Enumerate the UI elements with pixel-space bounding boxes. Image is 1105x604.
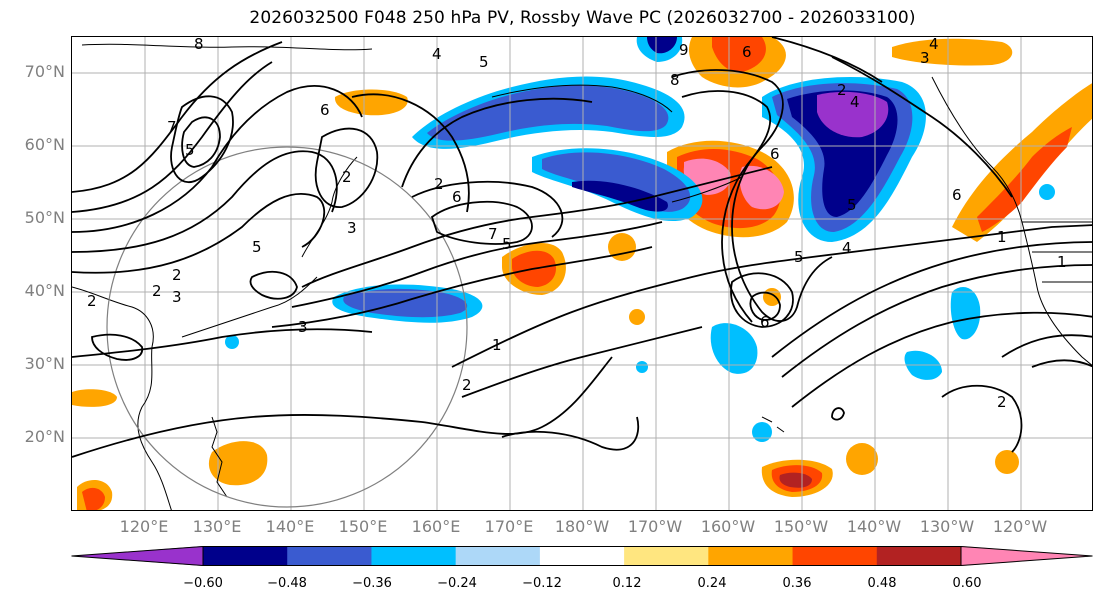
contour-label: 6 xyxy=(770,145,780,163)
contour-label: 2 xyxy=(997,393,1007,411)
lon-label-120e: 120°E xyxy=(119,517,169,536)
contour-label: 2 xyxy=(837,81,847,99)
contour-label: 6 xyxy=(320,101,330,119)
lon-label-160w: 160°W xyxy=(700,517,756,536)
contour-label: 8 xyxy=(194,37,204,53)
contour-label: 2 xyxy=(172,266,182,284)
contour-label: 2 xyxy=(462,376,472,394)
colorbar-segment xyxy=(708,546,794,566)
lat-label-20: 20°N xyxy=(24,427,65,446)
contour-label: 4 xyxy=(929,37,939,53)
contour-label-group: 8 4 5 7 6 2 5 3 2 2 2 3 3 6 2 7 5 1 2 9 … xyxy=(87,37,1067,411)
contour-label: 5 xyxy=(185,141,195,159)
contour-label: 2 xyxy=(434,175,444,193)
lon-label-150w: 150°W xyxy=(773,517,829,536)
contour-label: 3 xyxy=(920,49,930,67)
contour-label: 5 xyxy=(479,53,489,71)
lon-label-120w: 120°W xyxy=(992,517,1048,536)
lon-label-180w: 180°W xyxy=(554,517,610,536)
colorbar-segment xyxy=(287,546,372,566)
map-title: 2026032500 F048 250 hPa PV, Rossby Wave … xyxy=(249,8,916,28)
coastlines xyxy=(72,43,1092,510)
lon-label-130w: 130°W xyxy=(919,517,975,536)
lon-label-170w: 170°W xyxy=(627,517,683,536)
contour-label: 3 xyxy=(172,288,182,306)
lon-label-140w: 140°W xyxy=(846,517,902,536)
map-canvas: 8 4 5 7 6 2 5 3 2 2 2 3 3 6 2 7 5 1 2 9 … xyxy=(72,37,1092,510)
contour-label: 6 xyxy=(952,186,962,204)
lon-label-150e: 150°E xyxy=(338,517,388,536)
colorbar-label: 0.60 xyxy=(952,576,982,591)
contour-label: 6 xyxy=(760,313,770,331)
gridlines xyxy=(72,37,1092,510)
colorbar-segment xyxy=(539,546,625,566)
contour-label: 8 xyxy=(670,71,680,89)
lat-label-60: 60°N xyxy=(24,135,65,154)
contour-label: 3 xyxy=(347,219,357,237)
contour-label: 5 xyxy=(847,196,857,214)
lat-label-50: 50°N xyxy=(24,208,65,227)
contour-label: 5 xyxy=(794,248,804,266)
contour-label: 4 xyxy=(850,93,860,111)
contour-label: 2 xyxy=(342,168,352,186)
radius-circle xyxy=(106,146,468,508)
colorbar-segment xyxy=(624,546,709,566)
colorbar-segment xyxy=(961,546,1093,566)
contour-label: 1 xyxy=(492,336,502,354)
contour-label: 5 xyxy=(502,235,512,253)
contour-label: 5 xyxy=(252,238,262,256)
map-panel[interactable]: 8 4 5 7 6 2 5 3 2 2 2 3 3 6 2 7 5 1 2 9 … xyxy=(71,36,1093,511)
colorbar-segment xyxy=(876,546,962,566)
contour-label: 2 xyxy=(152,282,162,300)
colorbar xyxy=(71,546,1093,566)
colorbar-label: −0.48 xyxy=(267,576,307,591)
contour-label: 9 xyxy=(679,41,689,59)
colorbar-segment xyxy=(203,546,288,566)
lon-label-170e: 170°E xyxy=(484,517,534,536)
colorbar-label: −0.36 xyxy=(352,576,392,591)
contour-label: 2 xyxy=(87,292,97,310)
colorbar-label: −0.60 xyxy=(183,576,223,591)
colorbar-segment xyxy=(455,546,541,566)
colorbar-label: 0.24 xyxy=(697,576,727,591)
lat-label-30: 30°N xyxy=(24,354,65,373)
lon-label-130e: 130°E xyxy=(192,517,242,536)
colorbar-label: 0.36 xyxy=(782,576,812,591)
contour-label: 3 xyxy=(298,318,308,336)
pv-contours xyxy=(72,37,1092,458)
colorbar-segment xyxy=(792,546,878,566)
contour-label: 1 xyxy=(1057,253,1067,271)
colorbar-label: −0.24 xyxy=(437,576,477,591)
colorbar-label: 0.12 xyxy=(612,576,642,591)
colorbar-outline xyxy=(202,546,962,566)
lon-label-140e: 140°E xyxy=(265,517,315,536)
contour-label: 1 xyxy=(997,228,1007,246)
colorbar-label: −0.12 xyxy=(522,576,562,591)
contour-label: 6 xyxy=(742,43,752,61)
colorbar-label: 0.48 xyxy=(867,576,897,591)
lon-label-160e: 160°E xyxy=(411,517,461,536)
contour-label: 4 xyxy=(842,239,852,257)
contour-label: 7 xyxy=(488,225,498,243)
colorbar-segments xyxy=(71,546,1093,566)
contour-label: 7 xyxy=(167,118,177,136)
contour-label: 4 xyxy=(432,45,442,63)
contour-label: 6 xyxy=(452,188,462,206)
colorbar-segment xyxy=(71,546,203,566)
lat-label-70: 70°N xyxy=(24,62,65,81)
colorbar-segment xyxy=(371,546,457,566)
lat-label-40: 40°N xyxy=(24,281,65,300)
anomaly-fills xyxy=(72,37,1092,510)
